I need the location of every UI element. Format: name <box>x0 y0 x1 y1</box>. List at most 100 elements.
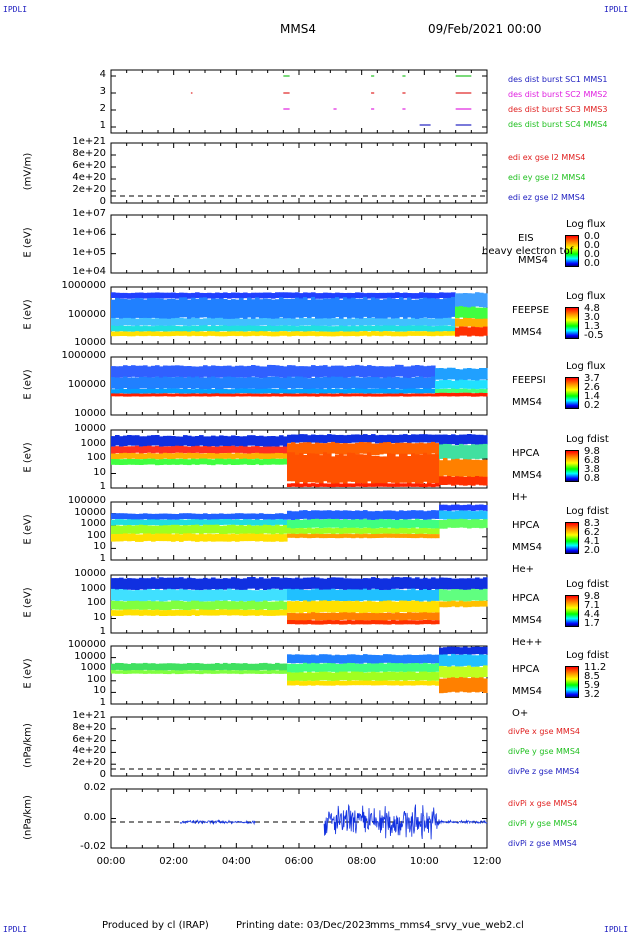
spectrogram-cell <box>207 578 212 591</box>
spectrogram-cell <box>399 681 404 686</box>
spectrogram-cell <box>123 435 128 446</box>
spectrogram-cell <box>387 510 392 520</box>
spectrogram-cell <box>419 454 424 484</box>
spectrogram-cell <box>463 589 468 602</box>
spectrogram-cell <box>471 326 476 336</box>
spectrogram-cell <box>147 578 152 590</box>
spectrogram-cell <box>223 446 228 453</box>
spectrogram-cell <box>375 519 380 529</box>
spectrogram-cell <box>279 590 284 602</box>
spectrogram-cell <box>175 663 180 671</box>
spectrogram-cell <box>439 520 444 529</box>
spectrogram-cell <box>291 672 296 682</box>
spectrogram-cell <box>383 318 388 326</box>
spectrogram-cell <box>187 452 192 459</box>
spectrogram-cell <box>207 331 212 336</box>
spectrogram-cell <box>203 446 208 453</box>
spectrogram-cell <box>235 519 240 525</box>
spectrogram-cell <box>315 680 320 686</box>
spectrogram-cell <box>263 662 268 670</box>
spectrogram-cell <box>127 525 132 534</box>
spectrogram-cell <box>331 393 336 397</box>
spectrogram-cell <box>435 318 440 326</box>
spectrogram-cell <box>439 299 444 320</box>
spectrogram-cell <box>459 666 464 679</box>
spectrogram-cell <box>295 663 300 673</box>
spectrogram-cell <box>143 525 148 534</box>
spectrogram-cell <box>419 434 424 443</box>
spectrogram-cell <box>339 620 344 625</box>
spectrogram-cell <box>447 505 452 511</box>
spectrogram-cell <box>479 667 484 679</box>
spectrogram-cell <box>131 446 136 454</box>
spectrogram-cell <box>311 292 316 298</box>
spectrogram-cell <box>363 510 368 519</box>
spectrogram-cell <box>199 453 204 460</box>
spectrogram-cell <box>455 318 460 327</box>
spectrogram-cell <box>279 325 284 332</box>
spectrogram-cell <box>419 671 424 681</box>
spectrogram-cell <box>183 297 188 318</box>
ytick-label-feepse: 1000000 <box>61 280 106 291</box>
spectrogram-cell <box>355 578 360 591</box>
spectrogram-cell <box>351 331 356 336</box>
spectrogram-cell <box>235 377 240 390</box>
spectrogram-cell <box>291 620 296 625</box>
spectrogram-cell <box>207 524 212 534</box>
spectrogram-cell <box>159 325 164 332</box>
spectrogram-cell <box>127 293 132 299</box>
spectrogram-cell <box>215 393 220 397</box>
spectrogram-cell <box>295 443 300 456</box>
spectrogram-cell <box>295 577 300 590</box>
spectrogram-cell <box>335 527 340 534</box>
spectrogram-cell <box>343 590 348 602</box>
spectrogram-cell <box>359 393 364 397</box>
spectrogram-cell <box>319 663 324 673</box>
spectrogram-cell <box>479 292 484 307</box>
spectrogram-cell <box>163 452 168 459</box>
spectrogram-cell <box>175 533 180 542</box>
spectrogram-cell <box>395 589 400 601</box>
spectrogram-cell <box>151 326 156 332</box>
spectrogram-cell <box>279 388 284 394</box>
spectrogram-cell <box>271 519 276 526</box>
spectrogram-cell <box>255 292 260 299</box>
spectrogram-cell <box>159 459 164 465</box>
ytick-label-eis: 1e+05 <box>72 246 106 258</box>
spectrogram-cell <box>231 663 236 670</box>
spectrogram-cell <box>159 601 164 611</box>
spectrogram-cell <box>443 601 448 608</box>
spectrogram-cell <box>143 292 148 299</box>
spectrogram-cell <box>415 483 420 487</box>
spectrogram-cell <box>447 292 452 299</box>
spectrogram-cell <box>235 299 240 320</box>
spectrogram-cell <box>451 589 456 601</box>
spectrogram-cell <box>227 513 232 520</box>
spectrogram-cell <box>471 646 476 655</box>
spectrogram-cell <box>387 662 392 672</box>
spectrogram-cell <box>179 317 184 326</box>
spectrogram-cell <box>387 318 392 326</box>
spectrogram-cell <box>451 292 456 298</box>
spectrogram-cell <box>191 377 196 389</box>
spectrogram-cell <box>283 292 288 298</box>
spectrogram-cell <box>263 524 268 534</box>
spectrogram-cell <box>163 365 168 378</box>
spectrogram-cell <box>335 680 340 686</box>
spectrogram-cell <box>179 458 184 465</box>
spectrogram-cell <box>199 458 204 465</box>
spectrogram-cell <box>331 663 336 672</box>
spectrogram-cell <box>319 483 324 487</box>
spectrogram-cell <box>367 620 372 625</box>
spectrogram-cell <box>251 590 256 602</box>
spectrogram-cell <box>239 393 244 397</box>
spectrogram-cell <box>259 533 264 542</box>
spectrogram-cell <box>123 519 128 526</box>
spectrogram-cell <box>459 369 464 381</box>
spectrogram-cell <box>235 525 240 535</box>
spectrogram-cell <box>311 577 316 589</box>
spectrogram-cell <box>455 504 460 511</box>
spectrogram-cell <box>299 672 304 681</box>
spectrogram-cell <box>207 514 212 520</box>
ytick-label-hpca_o: 100000 <box>67 639 106 650</box>
